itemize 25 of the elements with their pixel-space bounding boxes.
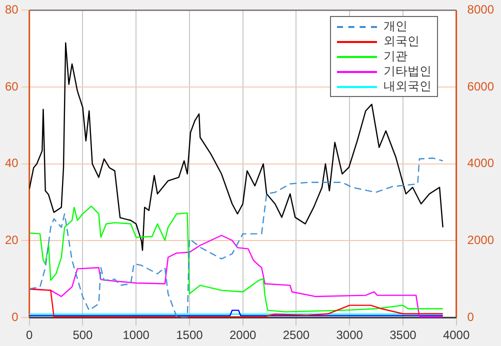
y2-tick-label: 2000 xyxy=(467,233,494,248)
y-tick-label: 20 xyxy=(4,233,19,248)
legend-label: 개인 xyxy=(383,19,408,34)
x-tick-label: 3500 xyxy=(390,328,417,342)
x-tick-label: 500 xyxy=(72,328,94,342)
x-tick-label: 4000 xyxy=(442,328,470,342)
y-tick-label: 80 xyxy=(4,2,19,17)
y-tick-label: 0 xyxy=(12,310,19,324)
y2-tick-label: 6000 xyxy=(467,79,494,94)
y2-tick-label: 8000 xyxy=(467,2,494,17)
legend-label: 기타법인 xyxy=(383,64,432,80)
x-tick-label: 1000 xyxy=(122,328,150,342)
x-tick-label: 3000 xyxy=(336,328,364,342)
x-tick-label: 0 xyxy=(26,328,34,342)
y-tick-label: 40 xyxy=(4,156,19,170)
legend-label: 내외국인 xyxy=(383,79,432,94)
legend-label: 기관 xyxy=(383,49,408,64)
x-tick-label: 2000 xyxy=(229,328,256,342)
line-series xyxy=(29,158,444,318)
y2-tick-label: 4000 xyxy=(467,156,494,170)
x-tick-label: 2500 xyxy=(282,328,310,342)
y-tick-label: 60 xyxy=(4,79,19,94)
y2-tick-label: 0 xyxy=(467,310,474,324)
legend-label: 외국인 xyxy=(383,34,420,50)
x-tick-label: 1500 xyxy=(176,328,204,342)
